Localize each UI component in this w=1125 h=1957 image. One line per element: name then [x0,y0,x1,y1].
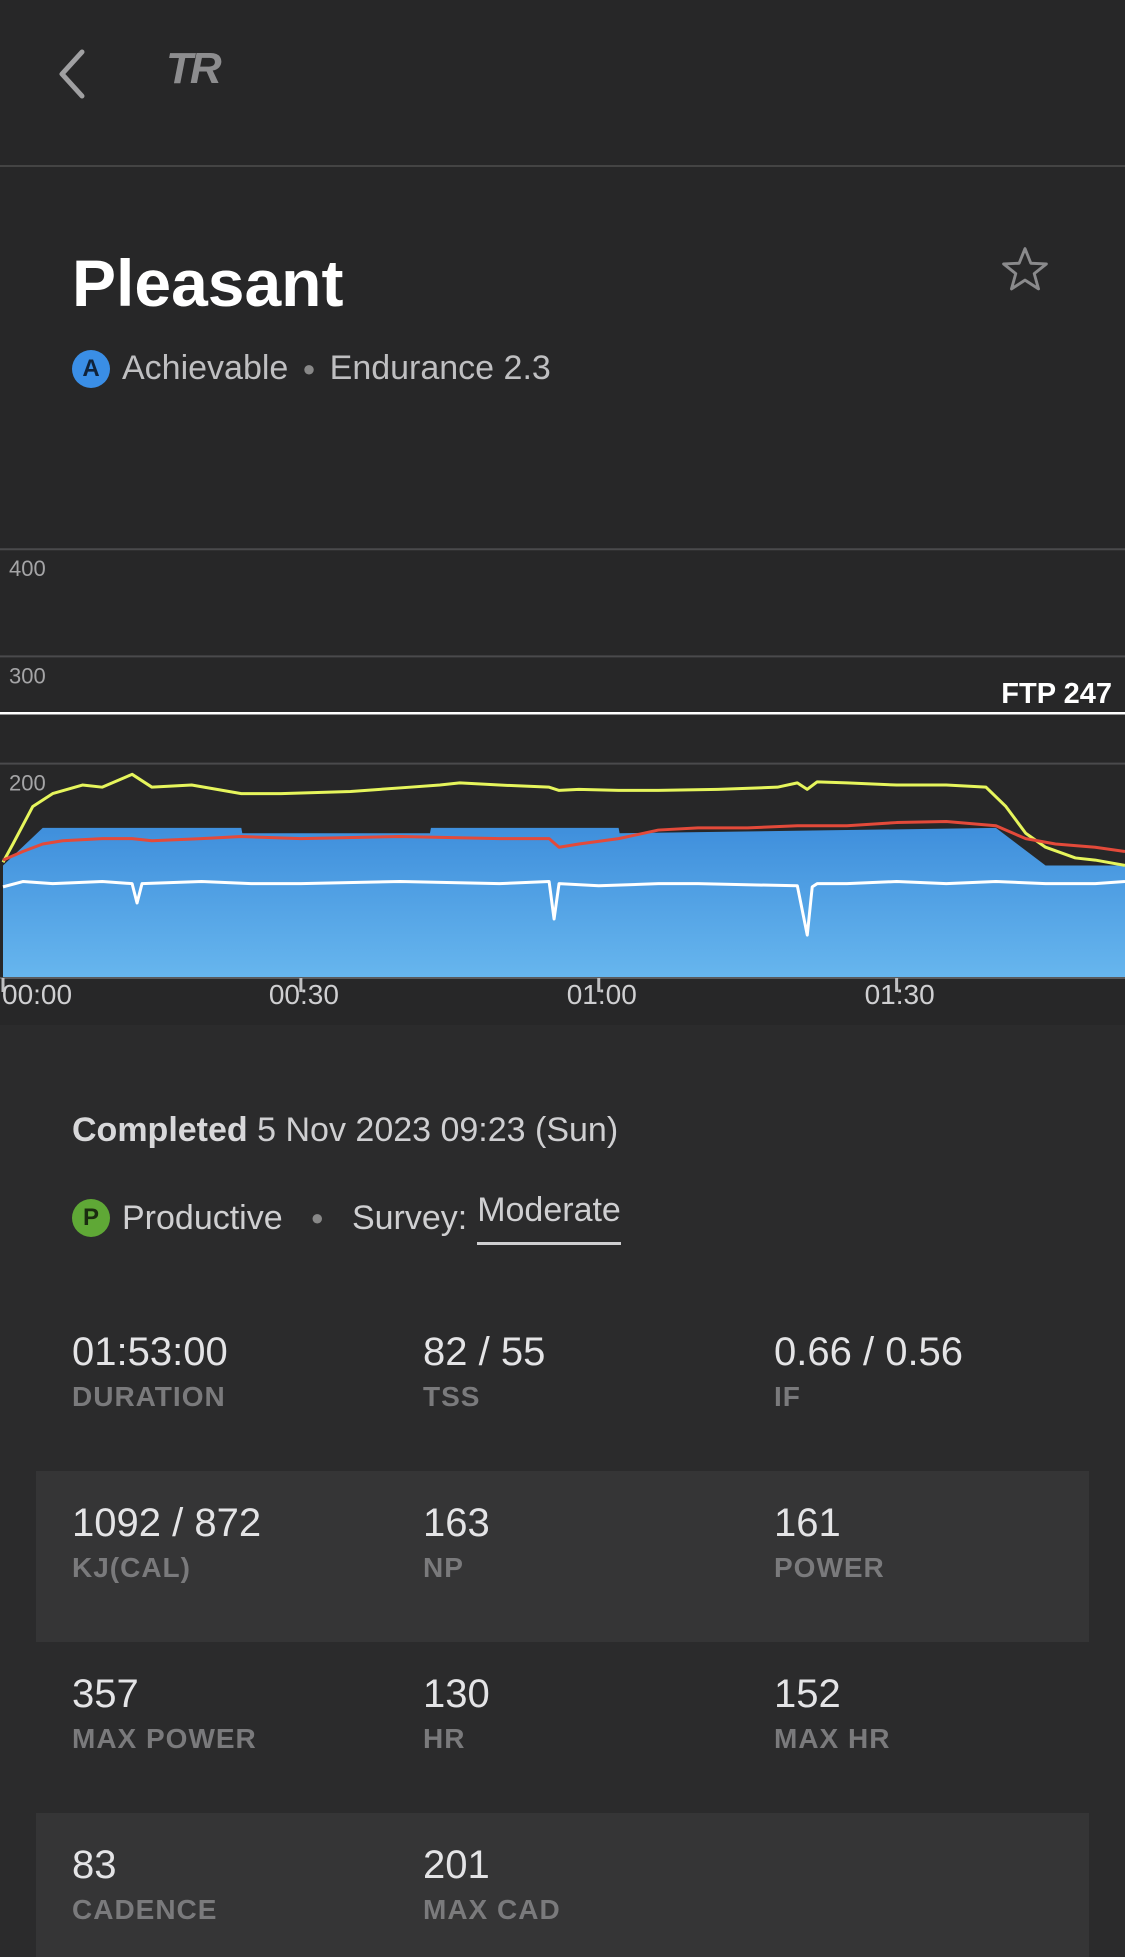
trainerroad-logo: TR [166,44,222,93]
stats-row: 01:53:00 DURATION 82 / 55 TSS 0.66 / 0.5… [36,1300,1089,1471]
star-icon [1002,247,1048,291]
favorite-button[interactable] [998,243,1052,297]
stat-label: IF [774,1381,801,1412]
stat-value: 1092 / 872 [72,1501,262,1545]
y-tick-label: 400 [9,556,46,581]
stat-label: DURATION [72,1381,226,1412]
back-button[interactable] [52,44,102,104]
top-bar: TR [0,0,1125,167]
target-power-area [3,827,1125,978]
status-label: Productive [122,1198,283,1237]
stat-label: POWER [774,1552,885,1583]
stat-value: 82 / 55 [423,1330,546,1374]
stat-value: 130 [423,1672,490,1716]
stat-label: MAX HR [774,1723,891,1754]
stat-label: KJ(CAL) [72,1552,191,1583]
stat-label: NP [423,1552,464,1583]
stat-value: 01:53:00 [72,1330,228,1374]
zone-label: Endurance 2.3 [329,349,551,387]
workout-header: Pleasant A Achievable ● Endurance 2.3 [0,167,1125,525]
series-line-1 [2,819,1125,862]
status-line: P Productive ● Survey: Moderate [72,1191,621,1245]
stat-value: 83 [72,1843,117,1887]
stat-power: 161 POWER [774,1501,885,1584]
stat-label: TSS [423,1381,481,1412]
productive-badge: P [72,1199,110,1237]
x-tick-label: 00:00 [2,979,72,1010]
series-line-2 [2,880,1125,937]
ftp-label: FTP 247 [1001,678,1112,710]
survey-label: Survey: [351,1198,468,1237]
stat-value: 163 [423,1501,490,1545]
stat-label: CADENCE [72,1894,218,1925]
stat-label: MAX CAD [423,1894,561,1925]
separator-dot: ● [310,1205,324,1230]
stat-label: HR [423,1723,466,1754]
workout-chart[interactable]: 400 300 200 FTP 247 00:00 00:30 01:00 01:30 [0,525,1125,1025]
stats-row: 357 MAX POWER 130 HR 152 MAX HR [36,1642,1089,1813]
stat-label: MAX POWER [72,1723,257,1754]
stat-value: 201 [423,1843,490,1887]
x-tick-label: 01:00 [567,979,637,1010]
stat-duration: 01:53:00 DURATION [72,1330,228,1413]
completed-line: Completed 5 Nov 2023 09:23 (Sun) [72,1111,618,1150]
y-tick-label: 300 [9,663,46,688]
power-chart: 400 300 200 FTP 247 00:00 00:30 01:00 01:30 [0,548,1125,1010]
x-tick-label: 00:30 [269,979,339,1010]
y-tick-label: 200 [9,771,46,796]
stat-hr: 130 HR [423,1672,490,1755]
completed-date: 5 Nov 2023 09:23 (Sun) [257,1111,619,1149]
stats-row: 1092 / 872 KJ(CAL) 163 NP 161 POWER [36,1471,1089,1642]
stat-value: 357 [72,1672,139,1716]
stat-value: 152 [774,1672,841,1716]
workout-title: Pleasant [72,246,344,320]
stats-row: 83 CADENCE 201 MAX CAD [36,1813,1089,1957]
stat-np: 163 NP [423,1501,490,1584]
chevron-left-icon [59,49,85,99]
stat-value: 0.66 / 0.56 [774,1330,964,1374]
stat-kj: 1092 / 872 KJ(CAL) [72,1501,261,1584]
stat-cadence: 83 CADENCE [72,1843,217,1926]
workout-details: Completed 5 Nov 2023 09:23 (Sun) P Produ… [0,1025,1125,1957]
completed-label: Completed [72,1111,248,1149]
stat-tss: 82 / 55 TSS [423,1330,545,1413]
separator-dot: ● [302,355,316,381]
stat-max-hr: 152 MAX HR [774,1672,890,1755]
stat-if: 0.66 / 0.56 IF [774,1330,963,1413]
series-line-0 [1,772,1125,867]
stat-max-cad: 201 MAX CAD [423,1843,561,1926]
workout-subtitle: A Achievable ● Endurance 2.3 [72,349,551,388]
stat-max-power: 357 MAX POWER [72,1672,257,1755]
stat-value: 161 [774,1501,841,1545]
difficulty-badge: A [72,349,110,388]
x-tick-label: 01:30 [865,979,935,1010]
survey-value[interactable]: Moderate [477,1191,621,1245]
difficulty-label: Achievable [122,349,289,387]
